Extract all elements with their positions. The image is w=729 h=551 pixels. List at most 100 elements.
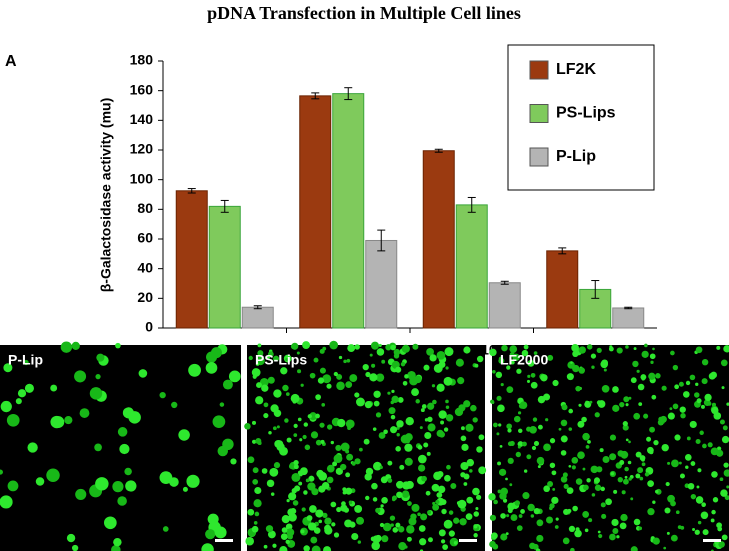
cell xyxy=(543,485,550,493)
cell xyxy=(499,492,507,500)
cell xyxy=(128,411,141,424)
cell xyxy=(630,546,638,551)
cell xyxy=(418,464,426,472)
cell xyxy=(459,518,467,526)
cell xyxy=(584,400,592,408)
cell xyxy=(280,367,288,375)
cells xyxy=(0,341,241,551)
cell xyxy=(644,472,650,477)
cell xyxy=(411,503,420,512)
cell xyxy=(616,535,620,539)
cell xyxy=(244,423,251,430)
legend-swatch xyxy=(529,60,549,80)
cell xyxy=(303,545,310,551)
cell xyxy=(405,417,414,426)
cell xyxy=(433,363,443,373)
cell xyxy=(251,525,259,533)
cell xyxy=(590,353,597,359)
bar xyxy=(241,306,274,329)
cell xyxy=(427,423,436,432)
bar xyxy=(422,150,455,329)
cell xyxy=(523,344,529,350)
cell xyxy=(498,468,507,476)
cell xyxy=(472,417,478,423)
cell xyxy=(186,474,200,488)
cell xyxy=(75,488,87,500)
cell xyxy=(343,359,347,364)
cell xyxy=(3,363,13,373)
cell xyxy=(560,419,568,427)
cell xyxy=(561,404,568,411)
cell xyxy=(326,476,334,484)
cell xyxy=(509,345,518,353)
cell xyxy=(252,479,259,485)
cell xyxy=(273,462,281,469)
cell xyxy=(387,478,393,483)
cell xyxy=(650,360,654,364)
cell xyxy=(287,533,293,540)
cell xyxy=(291,342,299,350)
cell xyxy=(558,427,562,431)
cell xyxy=(455,358,464,367)
cell xyxy=(370,341,380,350)
cell xyxy=(445,414,454,422)
cell xyxy=(288,492,297,501)
cell xyxy=(248,355,253,361)
cell xyxy=(720,489,728,497)
cell xyxy=(510,514,518,521)
cell xyxy=(603,368,607,372)
cell xyxy=(0,495,13,509)
cell xyxy=(404,457,413,466)
cell xyxy=(448,510,454,515)
cell xyxy=(465,423,474,432)
cell xyxy=(521,349,529,357)
cell xyxy=(445,399,449,404)
cell xyxy=(178,429,190,441)
cell xyxy=(443,427,449,432)
cell xyxy=(716,345,721,350)
cell xyxy=(472,487,480,496)
cell xyxy=(432,501,436,506)
cell xyxy=(692,528,696,532)
cell xyxy=(609,533,616,541)
cell xyxy=(371,363,376,368)
cell xyxy=(396,420,404,428)
cell xyxy=(392,527,399,533)
cell xyxy=(436,429,444,438)
cell xyxy=(427,510,432,515)
cell xyxy=(726,485,729,489)
cell xyxy=(627,460,632,465)
cell xyxy=(424,431,432,440)
cell xyxy=(690,461,696,466)
bar xyxy=(488,282,521,329)
cell xyxy=(297,369,302,374)
cell xyxy=(255,396,264,405)
cell xyxy=(686,436,691,441)
cell xyxy=(721,435,729,444)
y-tick-label: 20 xyxy=(137,289,153,305)
cell xyxy=(633,347,637,351)
cell xyxy=(119,443,130,455)
cell xyxy=(273,389,282,398)
cell xyxy=(663,546,667,550)
cell xyxy=(488,493,496,501)
cell xyxy=(697,520,702,525)
cell xyxy=(382,522,392,532)
cell xyxy=(263,413,269,419)
cell xyxy=(630,497,634,501)
cell xyxy=(635,451,642,458)
cell xyxy=(506,514,510,518)
cell xyxy=(319,422,325,428)
cell xyxy=(381,496,388,504)
error-bar xyxy=(253,305,262,310)
cell xyxy=(685,380,691,386)
cell xyxy=(345,419,355,429)
cell xyxy=(694,392,700,398)
bar xyxy=(175,190,208,329)
cell xyxy=(578,367,586,374)
cell xyxy=(395,446,401,452)
cell xyxy=(475,507,479,511)
cell xyxy=(718,541,725,548)
cell xyxy=(254,511,260,517)
cell xyxy=(255,438,262,445)
